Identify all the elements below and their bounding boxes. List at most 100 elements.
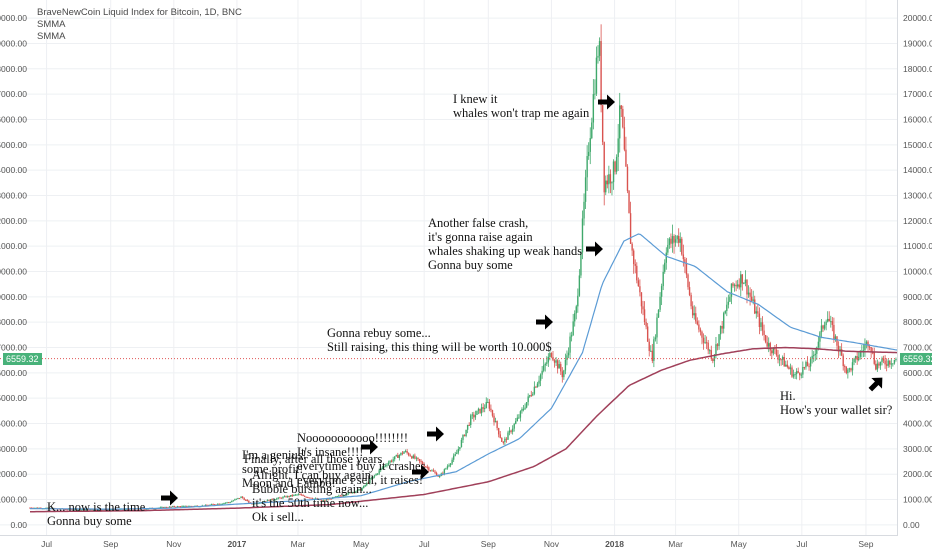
candle-body	[144, 508, 146, 510]
candle-body	[642, 306, 644, 310]
candle-body	[695, 313, 697, 322]
candle-body	[844, 366, 846, 368]
candle-body	[445, 468, 447, 470]
y-tick-label-left: 13000.00	[0, 190, 27, 200]
candle-body	[837, 345, 840, 352]
candle-body	[269, 498, 272, 501]
candle-body	[893, 359, 896, 364]
candle-body	[532, 393, 534, 396]
candle-body	[763, 330, 765, 335]
candle-body	[268, 499, 270, 501]
candle-body	[72, 509, 75, 511]
candle-body	[516, 417, 518, 422]
candle-body	[783, 356, 785, 367]
candle-body	[381, 467, 383, 469]
candle-body	[497, 428, 500, 435]
candle-body	[457, 449, 460, 453]
candle-body	[632, 250, 635, 265]
x-tick-label: Nov	[166, 539, 182, 549]
y-tick-label: 19000.00	[903, 38, 932, 48]
candle-body	[750, 296, 753, 301]
candle-body	[712, 358, 714, 362]
x-tick-label: 2018	[605, 539, 624, 549]
candle-body	[339, 495, 342, 497]
candle-body	[288, 495, 290, 497]
indicator-smma-fast: SMMA	[37, 19, 66, 30]
candle-body	[223, 502, 225, 504]
candle-body	[238, 497, 241, 499]
candle-body	[286, 495, 289, 498]
candle-body	[103, 509, 106, 511]
candle-body	[611, 182, 613, 184]
annotation-line: Gonna buy some	[47, 514, 132, 528]
candle-body	[724, 311, 726, 314]
x-tick-label: Sep	[103, 539, 118, 549]
candle-body	[459, 447, 461, 450]
candle-body	[165, 507, 168, 509]
candle-body	[735, 284, 737, 287]
candle-body	[754, 299, 756, 314]
candle-body	[240, 496, 242, 499]
candle-body	[353, 492, 356, 494]
candle-body	[355, 491, 357, 493]
y-tick-label: 20000.00	[903, 13, 932, 23]
candle-body	[400, 452, 402, 456]
candle-body	[296, 494, 298, 496]
candle-body	[777, 355, 779, 360]
candle-body	[521, 409, 523, 412]
candle-body	[878, 363, 880, 366]
indicator-smma-slow: SMMA	[37, 31, 66, 42]
candle-body	[398, 455, 401, 458]
candle-body	[785, 364, 787, 367]
candle-body	[393, 456, 396, 460]
candle-body	[245, 499, 247, 501]
candle-body	[895, 358, 897, 360]
arrow-shape	[536, 314, 553, 330]
candle-body	[460, 439, 463, 448]
candle-body	[283, 496, 286, 498]
candle-body	[811, 355, 813, 359]
candle-body	[83, 509, 86, 511]
candle-body	[600, 41, 602, 106]
y-tick-label: 13000.00	[903, 190, 932, 200]
candle-body	[322, 500, 325, 502]
candle-body	[463, 435, 466, 437]
candle-body	[786, 364, 789, 367]
y-tick-label: 5000.00	[903, 393, 932, 403]
annotation-wallet: Hi. How's your wallet sir?	[780, 389, 892, 417]
candle-body	[865, 341, 868, 346]
candle-body	[650, 350, 652, 352]
candle-body	[248, 500, 250, 503]
y-tick-label-left: 11000.00	[0, 241, 27, 251]
candle-body	[560, 364, 562, 372]
candle-body	[544, 363, 546, 366]
candle-body	[507, 432, 509, 440]
candle-body	[780, 359, 782, 361]
candle-body	[335, 496, 337, 498]
candle-body	[606, 180, 609, 185]
candle-body	[344, 495, 346, 497]
candle-body	[387, 462, 390, 465]
y-tick-label: 18000.00	[903, 64, 932, 74]
grid-lines	[0, 0, 897, 535]
candle-body	[221, 503, 224, 505]
candle-body	[46, 507, 48, 509]
candle-body	[370, 478, 373, 480]
candle-body	[277, 497, 280, 499]
candle-body	[691, 306, 694, 316]
arrow-shape	[361, 439, 378, 455]
candle-body	[875, 363, 877, 370]
candle-body	[425, 466, 427, 468]
candle-body	[805, 361, 807, 368]
candle-body	[746, 279, 748, 295]
candle-body	[730, 283, 733, 297]
candle-body	[204, 504, 207, 507]
candle-body	[511, 428, 514, 432]
candle-body	[830, 321, 832, 323]
candle-body	[847, 369, 849, 374]
candle-body	[693, 313, 695, 316]
candle-body	[670, 238, 672, 244]
arrow-icon	[361, 439, 378, 455]
candle-body	[220, 503, 222, 505]
